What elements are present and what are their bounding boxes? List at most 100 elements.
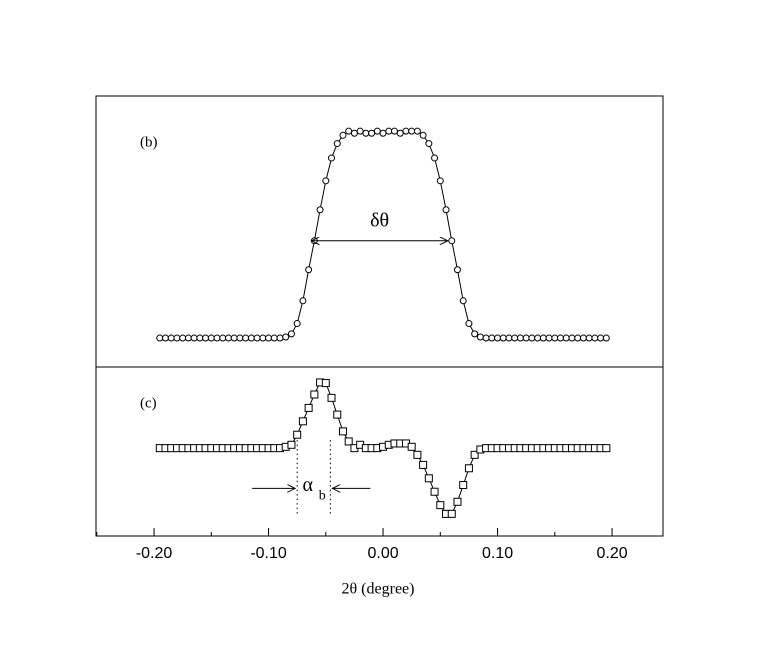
x-tick-label: 0.00: [367, 545, 398, 562]
data-line: [159, 130, 607, 339]
data-point: [413, 127, 421, 135]
x-tick-label: 0.10: [482, 545, 513, 562]
data-point: [298, 417, 307, 426]
data-point: [179, 334, 187, 342]
data-point: [339, 131, 347, 139]
data-point: [344, 437, 353, 446]
width-label-subscript: b: [319, 489, 326, 504]
data-point: [602, 444, 611, 453]
data-point: [162, 334, 170, 342]
data-point: [236, 334, 244, 342]
data-point: [424, 474, 433, 483]
data-point: [602, 334, 610, 342]
data-point: [482, 334, 490, 342]
data-point: [202, 334, 210, 342]
data-point: [464, 464, 473, 473]
data-point: [327, 393, 336, 402]
data-point: [213, 334, 221, 342]
data-point: [557, 334, 565, 342]
data-point: [350, 129, 358, 137]
data-point: [545, 334, 553, 342]
data-point: [207, 334, 215, 342]
data-point: [173, 334, 181, 342]
data-point: [259, 334, 267, 342]
data-point: [328, 154, 336, 162]
data-point: [597, 334, 605, 342]
data-point: [488, 334, 496, 342]
data-point: [230, 334, 238, 342]
data-point: [442, 206, 450, 214]
data-point: [407, 442, 416, 451]
data-point: [310, 390, 319, 399]
data-point: [579, 334, 587, 342]
data-point: [448, 237, 456, 245]
data-point: [253, 334, 261, 342]
data-point: [299, 297, 307, 305]
data-point: [562, 334, 570, 342]
data-point: [511, 334, 519, 342]
data-point: [287, 440, 296, 449]
data-point: [453, 266, 461, 274]
data-point: [551, 334, 559, 342]
data-point: [338, 427, 347, 436]
data-point: [436, 501, 445, 510]
data-point: [436, 177, 444, 185]
data-point: [591, 334, 599, 342]
data-point: [453, 497, 462, 506]
data-point: [419, 131, 427, 139]
data-point: [356, 127, 364, 135]
data-point: [345, 127, 353, 135]
width-label: δθ: [370, 209, 389, 231]
data-point: [224, 334, 232, 342]
data-point: [219, 334, 227, 342]
data-point: [167, 334, 175, 342]
x-tick-label: -0.10: [250, 545, 287, 562]
data-point: [282, 333, 290, 341]
data-point: [293, 320, 301, 328]
data-point: [362, 129, 370, 137]
data-point: [408, 127, 416, 135]
data-point: [413, 450, 422, 459]
data-point: [539, 334, 547, 342]
x-tick-label: -0.20: [136, 545, 173, 562]
data-point: [304, 403, 313, 412]
plot-frame: [95, 95, 664, 537]
data-point: [276, 334, 284, 342]
panel-label: (b): [140, 134, 158, 150]
data-point: [505, 334, 513, 342]
data-point: [534, 334, 542, 342]
x-axis-label: 2θ (degree): [342, 581, 415, 598]
data-point: [333, 410, 342, 419]
data-point: [459, 481, 468, 490]
data-point: [499, 334, 507, 342]
data-point: [390, 127, 398, 135]
data-point: [373, 127, 381, 135]
data-point: [459, 297, 467, 305]
data-point: [385, 127, 393, 135]
data-point: [431, 154, 439, 162]
data-point: [585, 334, 593, 342]
data-point: [247, 334, 255, 342]
data-point: [494, 334, 502, 342]
data-point: [270, 334, 278, 342]
data-point: [419, 460, 428, 469]
x-tick-label: 0.20: [596, 545, 627, 562]
data-point: [516, 334, 524, 342]
data-point: [322, 177, 330, 185]
data-point: [447, 509, 456, 518]
data-point: [287, 330, 295, 338]
data-point: [242, 334, 250, 342]
data-point: [333, 140, 341, 148]
width-label: α: [303, 474, 314, 496]
data-point: [574, 334, 582, 342]
data-point: [425, 140, 433, 148]
data-point: [156, 334, 164, 342]
data-point: [465, 320, 473, 328]
data-point: [528, 334, 536, 342]
data-point: [471, 330, 479, 338]
data-point: [265, 334, 273, 342]
data-point: [321, 379, 330, 388]
data-point: [396, 129, 404, 137]
